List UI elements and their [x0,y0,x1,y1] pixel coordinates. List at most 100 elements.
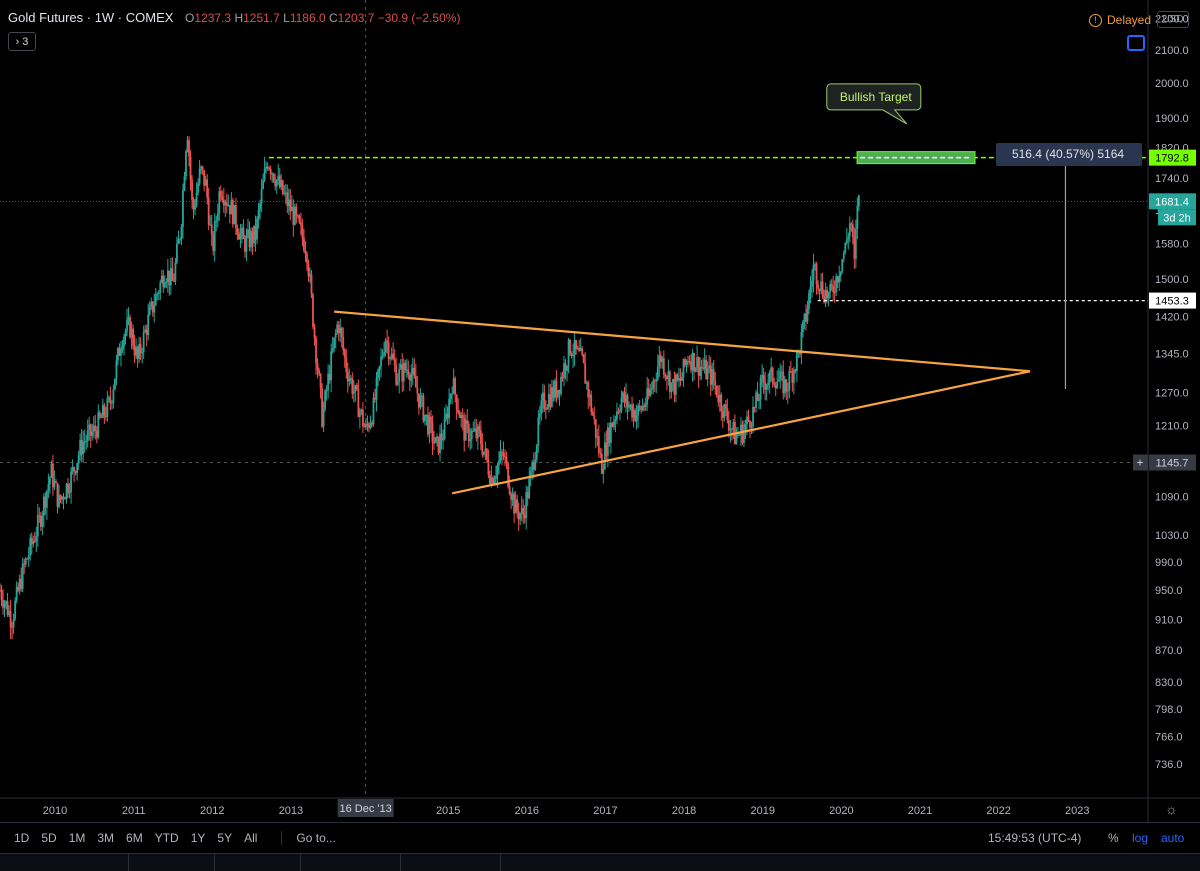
timeframe-1y[interactable]: 1Y [190,831,206,845]
goto-button[interactable]: Go to... [281,831,336,845]
candle-body [109,397,112,404]
candle-body [52,463,54,488]
candle-body [641,405,644,411]
snapshot-icon[interactable] [1127,35,1145,51]
candle-body [200,166,203,169]
candle-body [516,499,519,512]
timeframe-3m[interactable]: 3M [97,831,115,845]
support-price-tag [1149,292,1196,309]
settings-gear-icon[interactable]: ☼ [1165,801,1178,817]
candle-body [250,231,252,248]
timeframe-5d[interactable]: 5D [41,831,57,845]
symbol-title[interactable]: Gold Futures · 1W · COMEX [8,10,174,25]
candle-body [753,406,756,408]
candle-body [185,151,187,177]
candle-body [157,292,160,294]
measure-label: 516.4 (40.57%) 5164 [1012,147,1124,161]
candle-body [567,339,570,367]
candle-body [800,331,803,355]
candle-body [358,411,361,417]
candle-body [191,179,193,200]
panel-tab[interactable] [214,854,301,871]
timeframe-1m[interactable]: 1M [68,831,86,845]
panel-tab[interactable] [128,854,215,871]
x-tick-label: 2017 [593,805,617,817]
indicators-collapse-button[interactable]: › 3 [8,32,36,51]
target-box[interactable] [856,151,976,165]
candle-body [673,379,676,395]
candle-body [303,237,305,251]
y-tick-label: 798.0 [1155,704,1183,716]
candle-body [21,563,24,590]
candle-body [723,404,726,418]
target-price-text: 1792.8 [1155,153,1189,165]
candle-body [280,180,283,188]
timeframe-all[interactable]: All [244,831,258,845]
triangle-lower-trendline[interactable] [451,370,1031,495]
timeframe-6m[interactable]: 6M [126,831,143,845]
candle-body [705,360,708,380]
candle-body [133,345,136,356]
candle-body [492,477,494,485]
candle-body [262,180,265,189]
auto-scale-toggle[interactable]: auto [1161,831,1185,845]
candle-body [442,439,444,441]
x-tick-label: 2022 [986,805,1010,817]
candle-body [89,424,92,436]
candle-body [365,423,367,427]
candle-body [162,275,165,288]
candle-body [839,271,842,276]
triangle-upper-trendline[interactable] [334,310,1031,373]
timeframe-1d[interactable]: 1D [14,831,30,845]
candle-body [476,426,479,439]
candle-body [513,493,516,514]
candle-body [510,493,512,500]
price-chart[interactable]: 2200.02100.02000.01900.01820.01740.01660… [0,0,1200,822]
candle-body [464,420,467,441]
bullish-target-callout[interactable] [826,83,922,125]
candle-body [777,379,780,382]
delayed-badge[interactable]: ! Delayed [1089,13,1151,27]
candle-body [762,375,765,383]
candle-body [213,221,216,251]
candle-body [776,381,779,388]
candle-body [505,457,508,463]
panel-tab[interactable] [300,854,401,871]
candle-body [605,442,608,456]
candle-body [352,391,355,394]
percent-scale-toggle[interactable]: % [1108,831,1119,845]
candle-body [420,395,423,397]
candle-body [417,393,420,408]
candle-body [399,364,402,370]
timeframe-5y[interactable]: 5Y [217,831,233,845]
add-price-button[interactable] [1133,454,1148,471]
currency-button[interactable]: USD [1157,11,1189,28]
candle-body [670,382,673,392]
candle-body [570,353,573,357]
candle-body [761,375,764,379]
log-scale-toggle[interactable]: log [1132,831,1149,845]
y-tick-label: 2200.0 [1155,13,1189,25]
clock-display[interactable]: 15:49:53 (UTC-4) [988,831,1082,845]
panel-tab[interactable] [0,854,129,871]
crosshair-price-tag [1149,454,1196,471]
candle-body [569,339,571,354]
timeframe-ytd[interactable]: YTD [154,831,179,845]
candle-body [811,280,813,287]
candle-body [183,176,186,191]
target-price-tag [1149,149,1196,166]
candle-body [573,340,576,355]
candle-body [461,415,464,419]
candle-body [490,477,493,485]
candle-body [684,358,686,365]
candle-body [377,369,379,378]
delayed-label: Delayed [1107,13,1152,27]
candle-body [647,388,650,396]
candle-body [121,346,124,350]
panel-tab[interactable] [400,854,501,871]
candle-body [348,378,351,382]
candle-body [499,451,502,461]
candle-body [687,361,689,363]
y-tick-label: 1090.0 [1155,491,1189,503]
x-tick-label: 2020 [829,805,853,817]
